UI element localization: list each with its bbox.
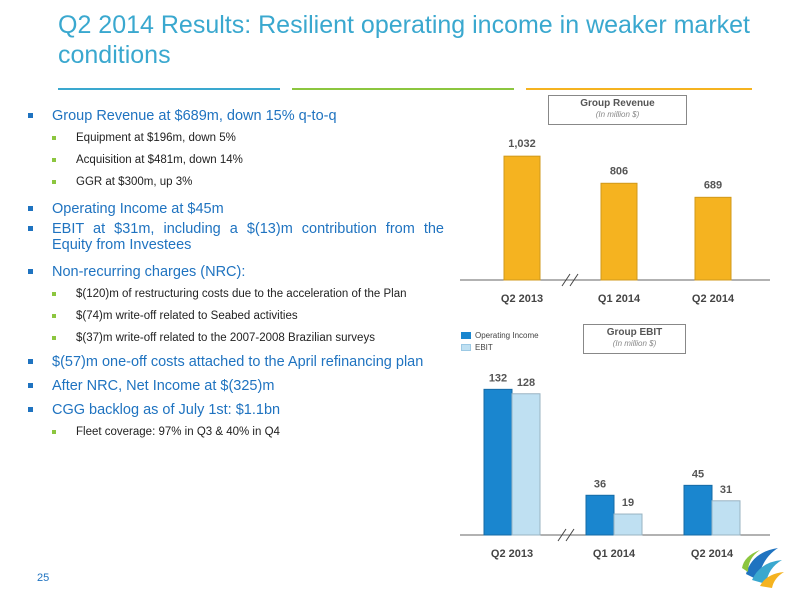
sub-bullet-item: GGR at $300m, up 3% — [28, 176, 444, 189]
axis-break-mark — [569, 273, 579, 287]
bar-q2-2014 — [694, 196, 732, 281]
cgg-logo — [742, 548, 784, 588]
bullet-marker — [28, 359, 33, 364]
legend-item-operating-income: Operating Income — [461, 330, 539, 342]
bullet-marker — [28, 269, 33, 274]
data-label: 19 — [622, 497, 634, 509]
sub-bullet-text: GGR at $300m, up 3% — [76, 176, 193, 188]
tick-label: Q1 2014 — [593, 548, 636, 560]
bullet-item: EBIT at $31m, including a $(13)m contrib… — [28, 221, 444, 253]
tick-label: Q2 2014 — [691, 548, 734, 560]
sub-bullet-marker — [52, 336, 56, 340]
bullet-marker — [28, 113, 33, 118]
title-rule-orange — [526, 88, 752, 90]
bullet-text: $(57)m one-off costs attached to the Apr… — [52, 354, 424, 370]
sub-bullet-text: $(120)m of restructuring costs due to th… — [76, 288, 407, 300]
ebit-chart-subtitle: (In million $) — [612, 339, 657, 348]
sub-bullet-item: $(120)m of restructuring costs due to th… — [28, 288, 444, 301]
sub-bullet-text: Equipment at $196m, down 5% — [76, 132, 236, 144]
legend-label: EBIT — [475, 343, 493, 352]
revenue-chart-subtitle: (In million $) — [595, 110, 640, 119]
sub-bullet-marker — [52, 430, 56, 434]
tick-label: Q2 2014 — [692, 293, 735, 305]
bar-ebit-q2-2014 — [711, 500, 741, 536]
sub-bullet-item: Fleet coverage: 97% in Q3 & 40% in Q4 — [28, 426, 444, 439]
bar-q2-2013 — [503, 155, 541, 281]
sub-bullet-marker — [52, 292, 56, 296]
tick-label: Q1 2014 — [598, 293, 641, 305]
bullet-text: Operating Income at $45m — [52, 201, 224, 217]
bullet-text: Group Revenue at $689m, down 15% q-to-q — [52, 108, 337, 124]
bullet-item: $(57)m one-off costs attached to the Apr… — [28, 354, 444, 370]
page-number: 25 — [37, 572, 50, 584]
data-label: 36 — [594, 478, 606, 490]
bar-operating-income-q2-2014 — [683, 484, 713, 536]
sub-bullet-item: $(37)m write-off related to the 2007-200… — [28, 332, 444, 345]
legend-item-ebit: EBIT — [461, 342, 539, 354]
ebit-chart: 132 128 Q2 2013 36 19 Q1 2014 45 31 Q2 2014 — [460, 372, 770, 560]
bullet-text: EBIT at $31m, including a $(13)m contrib… — [52, 221, 444, 253]
sub-bullet-marker — [52, 180, 56, 184]
ebit-chart-title: Group EBIT — [606, 327, 663, 338]
bar-operating-income-q1-2014 — [585, 494, 615, 536]
tick-label: Q2 2013 — [501, 293, 543, 305]
revenue-chart-title-box: Group Revenue (In million $) — [548, 95, 687, 125]
bar-q1-2014 — [600, 182, 638, 281]
sub-bullet-item: Equipment at $196m, down 5% — [28, 132, 444, 145]
bullet-text: CGG backlog as of July 1st: $1.1bn — [52, 402, 281, 418]
bullet-marker — [28, 206, 33, 211]
legend-swatch — [461, 332, 471, 339]
ebit-chart-title-box: Group EBIT (In million $) — [583, 324, 686, 354]
axis-break-mark — [565, 528, 575, 542]
data-label: 128 — [517, 377, 535, 389]
sub-bullet-marker — [52, 158, 56, 162]
bullet-item: Operating Income at $45m — [28, 201, 444, 217]
data-label: 1,032 — [508, 138, 536, 150]
bullet-list: Group Revenue at $689m, down 15% q-to-q … — [28, 108, 444, 448]
legend-label: Operating Income — [475, 331, 539, 340]
axis-break-mark — [557, 528, 567, 542]
revenue-chart: 1,032 Q2 2013 806 Q1 2014 689 Q2 2014 — [460, 138, 770, 305]
bullet-item: Group Revenue at $689m, down 15% q-to-q — [28, 108, 444, 124]
data-label: 31 — [720, 484, 732, 496]
sub-bullet-text: Acquisition at $481m, down 14% — [76, 154, 243, 166]
bar-ebit-q2-2013 — [511, 393, 541, 536]
bullet-item: Non-recurring charges (NRC): — [28, 264, 444, 280]
slide-title: Q2 2014 Results: Resilient operating inc… — [58, 11, 751, 69]
bar-operating-income-q2-2013 — [483, 388, 513, 536]
ebit-chart-legend: Operating Income EBIT — [461, 330, 539, 354]
sub-bullet-item: Acquisition at $481m, down 14% — [28, 154, 444, 167]
bullet-marker — [28, 383, 33, 388]
bullet-marker — [28, 226, 33, 231]
sub-bullet-item: $(74)m write-off related to Seabed activ… — [28, 310, 444, 323]
data-label: 45 — [692, 468, 704, 480]
bar-ebit-q1-2014 — [613, 513, 643, 536]
bullet-item: CGG backlog as of July 1st: $1.1bn — [28, 402, 444, 418]
tick-label: Q2 2013 — [491, 548, 533, 560]
sub-bullet-marker — [52, 136, 56, 140]
sub-bullet-text: $(37)m write-off related to the 2007-200… — [76, 332, 375, 344]
bullet-item: After NRC, Net Income at $(325)m — [28, 378, 444, 394]
bullet-text: After NRC, Net Income at $(325)m — [52, 378, 275, 394]
sub-bullet-text: $(74)m write-off related to Seabed activ… — [76, 310, 298, 322]
title-rule-green — [292, 88, 514, 90]
title-rule-blue — [58, 88, 280, 90]
data-label: 689 — [704, 179, 722, 191]
bullet-marker — [28, 407, 33, 412]
legend-swatch — [461, 344, 471, 351]
bullet-text: Non-recurring charges (NRC): — [52, 264, 246, 280]
data-label: 806 — [610, 165, 628, 177]
sub-bullet-marker — [52, 314, 56, 318]
data-label: 132 — [489, 372, 507, 384]
revenue-chart-title: Group Revenue — [580, 98, 655, 109]
sub-bullet-text: Fleet coverage: 97% in Q3 & 40% in Q4 — [76, 426, 280, 438]
axis-break-mark — [561, 273, 571, 287]
